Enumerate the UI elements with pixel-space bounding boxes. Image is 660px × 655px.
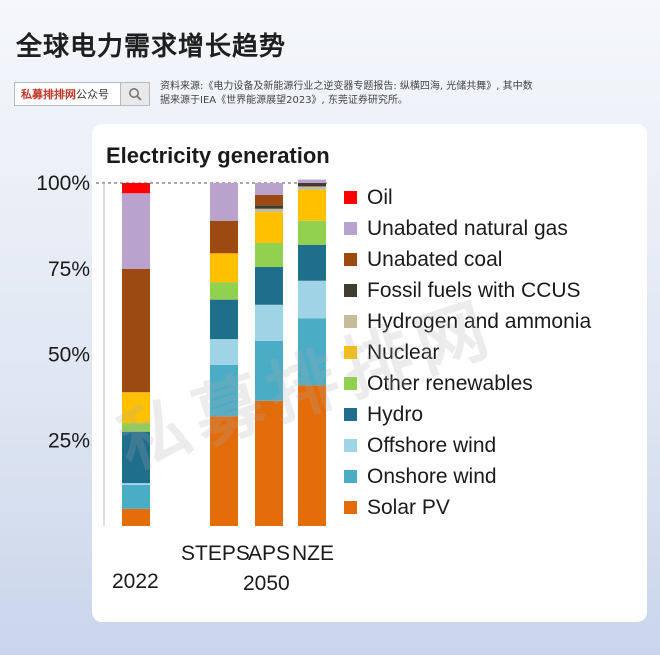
bar-segment <box>298 220 326 245</box>
page-title: 全球电力需求增长趋势 <box>16 32 287 62</box>
legend-label: Hydrogen and ammonia <box>367 309 592 333</box>
search-button[interactable] <box>120 83 149 105</box>
x-category-label: NZE <box>292 542 334 565</box>
legend-swatch <box>344 346 357 359</box>
y-tick-label: 75% <box>48 258 90 281</box>
bar-segment <box>210 364 238 417</box>
search-brand: 私募排排网 <box>21 88 76 101</box>
bar-segment <box>255 212 283 244</box>
bar-segment <box>255 400 283 526</box>
bar-segment <box>122 483 150 485</box>
legend-item: Onshore wind <box>344 461 591 492</box>
bar-segment <box>210 183 238 221</box>
bar-segment <box>255 267 283 305</box>
bar-segment <box>255 304 283 341</box>
legend-label: Oil <box>367 185 393 209</box>
search-suffix: 公众号 <box>76 88 109 101</box>
bar-segment <box>122 268 150 393</box>
legend-item: Hydrogen and ammonia <box>344 306 591 337</box>
x-group-label: 2050 <box>243 572 290 595</box>
legend-swatch <box>344 470 357 483</box>
bar-segment <box>122 431 150 484</box>
search-label: 私募排排网公众号 <box>15 86 109 102</box>
bar-segment <box>210 282 238 300</box>
legend-item: Oil <box>344 182 591 213</box>
legend-swatch <box>344 439 357 452</box>
legend-swatch <box>344 408 357 421</box>
bar-segment <box>298 280 326 319</box>
legend-item: Offshore wind <box>344 430 591 461</box>
y-tick-label: 25% <box>48 429 90 452</box>
legend-label: Solar PV <box>367 495 450 519</box>
bar-segment <box>122 193 150 269</box>
bar-segment <box>298 189 326 221</box>
bar-segment <box>122 392 150 424</box>
legend-item: Nuclear <box>344 337 591 368</box>
legend-label: Hydro <box>367 402 424 426</box>
legend-label: Fossil fuels with CCUS <box>367 278 581 302</box>
legend-label: Unabated natural gas <box>367 216 568 240</box>
bar-segment <box>298 385 326 526</box>
bar-segment <box>255 183 283 196</box>
bar-segment <box>298 318 326 386</box>
bar-segment <box>255 195 283 206</box>
legend-swatch <box>344 253 357 266</box>
search-icon <box>129 88 142 101</box>
legend-item: Solar PV <box>344 492 591 523</box>
y-tick-label: 50% <box>48 344 90 367</box>
bar-segment <box>210 416 238 526</box>
legend-label: Onshore wind <box>367 464 497 488</box>
x-category-label: STEPS <box>181 542 250 565</box>
legend-item: Hydro <box>344 399 591 430</box>
chart-title: Electricity generation <box>106 143 330 168</box>
chart-card <box>92 124 647 622</box>
legend-swatch <box>344 284 357 297</box>
bar-segment <box>210 253 238 283</box>
bar-segment <box>122 423 150 432</box>
x-group-label: 2022 <box>112 570 159 593</box>
bar-segment <box>210 299 238 340</box>
legend-label: Offshore wind <box>367 433 497 457</box>
chart-legend: Oil Unabated natural gas Unabated coal Foss… <box>344 182 591 523</box>
legend-item: Unabated natural gas <box>344 213 591 244</box>
bar-segment <box>255 340 283 401</box>
legend-swatch <box>344 191 357 204</box>
legend-swatch <box>344 222 357 235</box>
legend-swatch <box>344 315 357 328</box>
bar-segment <box>122 183 150 194</box>
source-note: 资料来源:《电力设备及新能源行业之逆变器专题报告: 纵横四海, 光储共舞》, 其… <box>160 81 533 106</box>
bar-segment <box>298 179 326 183</box>
bar-segment <box>298 186 326 190</box>
bar-segment <box>255 243 283 268</box>
legend-label: Unabated coal <box>367 247 503 271</box>
bar-segment <box>210 339 238 365</box>
bar-segment <box>122 484 150 509</box>
y-tick-label: 100% <box>36 172 90 195</box>
bar-segment <box>298 244 326 281</box>
legend-label: Nuclear <box>367 340 440 364</box>
legend-item: Fossil fuels with CCUS <box>344 275 591 306</box>
legend-label: Other renewables <box>367 371 533 395</box>
bar-segment <box>298 183 326 187</box>
bar-segment <box>210 220 238 254</box>
bar-segment <box>122 508 150 526</box>
x-category-label: APS <box>248 542 290 565</box>
bar-segment <box>255 208 283 213</box>
legend-swatch <box>344 377 357 390</box>
legend-swatch <box>344 501 357 514</box>
legend-item: Other renewables <box>344 368 591 399</box>
bar-segment <box>255 205 283 209</box>
legend-item: Unabated coal <box>344 244 591 275</box>
search-box[interactable]: 私募排排网公众号 <box>14 82 150 106</box>
